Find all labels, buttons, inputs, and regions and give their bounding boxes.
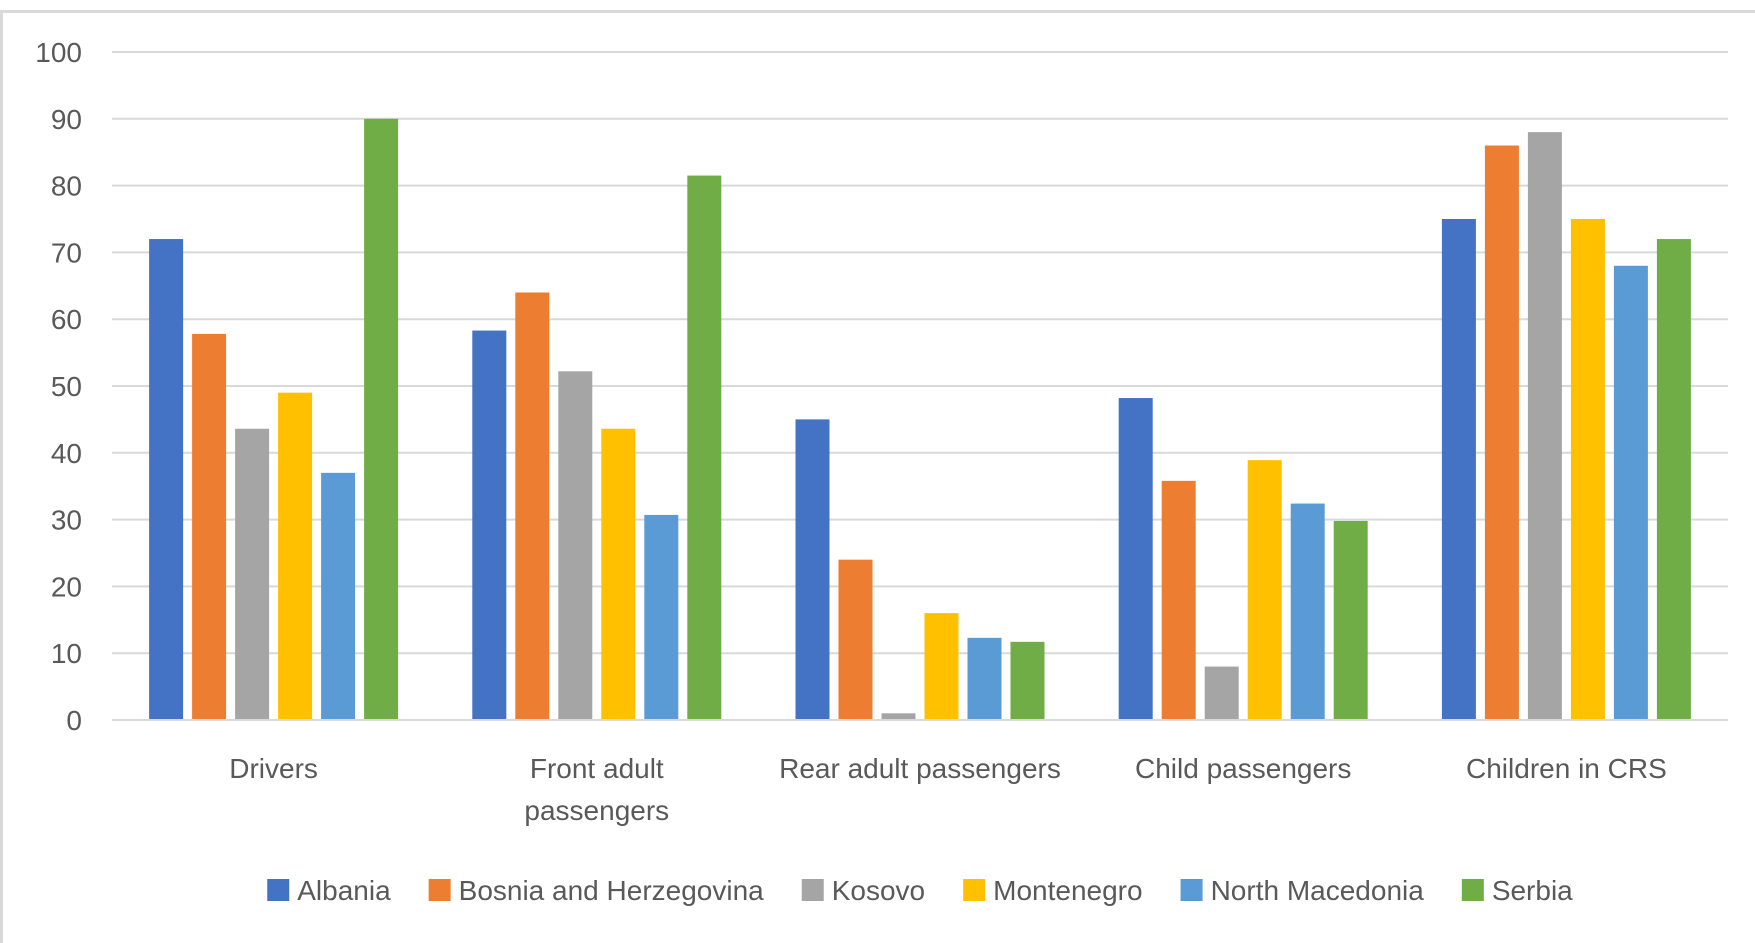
y-tick-label: 60 (51, 304, 82, 335)
y-tick-label: 50 (51, 371, 82, 402)
legend-label: Montenegro (993, 875, 1142, 906)
bar (924, 613, 959, 720)
bar (967, 637, 1002, 720)
legend-swatch (963, 879, 986, 901)
legend-swatch (1461, 879, 1484, 901)
x-tick-label: Children in CRS (1466, 753, 1667, 784)
y-tick-label: 100 (35, 37, 82, 68)
bar (1204, 666, 1239, 720)
legend-swatch (801, 879, 824, 901)
x-tick-label: Child passengers (1135, 753, 1351, 784)
bar (515, 292, 550, 720)
bar (1656, 239, 1691, 721)
bar (601, 428, 636, 720)
legend-swatch (428, 879, 451, 901)
y-tick-label: 80 (51, 171, 82, 202)
bar (881, 713, 916, 720)
x-tick-label: Front adult (530, 753, 664, 784)
legend-swatch (1180, 879, 1203, 901)
bar (321, 472, 356, 720)
legend-label: Serbia (1492, 875, 1573, 906)
legend: Albania Bosnia and Herzegovina Kosovo Monte… (267, 875, 1573, 906)
x-tick-label: Drivers (229, 753, 318, 784)
bar (364, 118, 399, 721)
bar (687, 175, 722, 720)
bars (149, 118, 1691, 721)
y-tick-label: 40 (51, 438, 82, 469)
bar (235, 428, 270, 720)
y-tick-label: 0 (66, 705, 82, 736)
bar (1290, 503, 1325, 720)
bar (149, 239, 184, 721)
bar (558, 371, 593, 720)
bar (1441, 219, 1476, 720)
bar (1333, 520, 1368, 720)
bar (192, 333, 227, 720)
bar (1118, 398, 1153, 720)
legend-label: North Macedonia (1211, 875, 1425, 906)
chart-frame (0, 10, 1755, 943)
y-tick-label: 70 (51, 237, 82, 268)
y-axis-ticks: 0 10 20 30 40 50 60 70 80 90 100 (35, 37, 82, 736)
bar (1613, 265, 1648, 720)
legend-swatch (267, 879, 290, 901)
bar (838, 559, 873, 720)
bar (1247, 460, 1282, 720)
bar (1161, 480, 1196, 720)
bar (1484, 145, 1519, 720)
bar (1570, 219, 1605, 720)
y-tick-label: 20 (51, 571, 82, 602)
y-tick-label: 10 (51, 638, 82, 669)
legend-label: Kosovo (832, 875, 925, 906)
bar (1527, 132, 1562, 720)
x-tick-label: passengers (524, 795, 669, 826)
x-tick-label: Rear adult passengers (779, 753, 1061, 784)
bar (472, 330, 507, 720)
y-tick-label: 30 (51, 505, 82, 536)
x-axis-categories: Drivers Front adult passengers Rear adult p… (229, 753, 1667, 826)
legend-label: Bosnia and Herzegovina (459, 875, 765, 906)
y-tick-label: 90 (51, 104, 82, 135)
bar (795, 419, 830, 720)
bar (1010, 641, 1045, 720)
bar (278, 392, 313, 720)
bar (644, 514, 679, 720)
legend-label: Albania (297, 875, 391, 906)
